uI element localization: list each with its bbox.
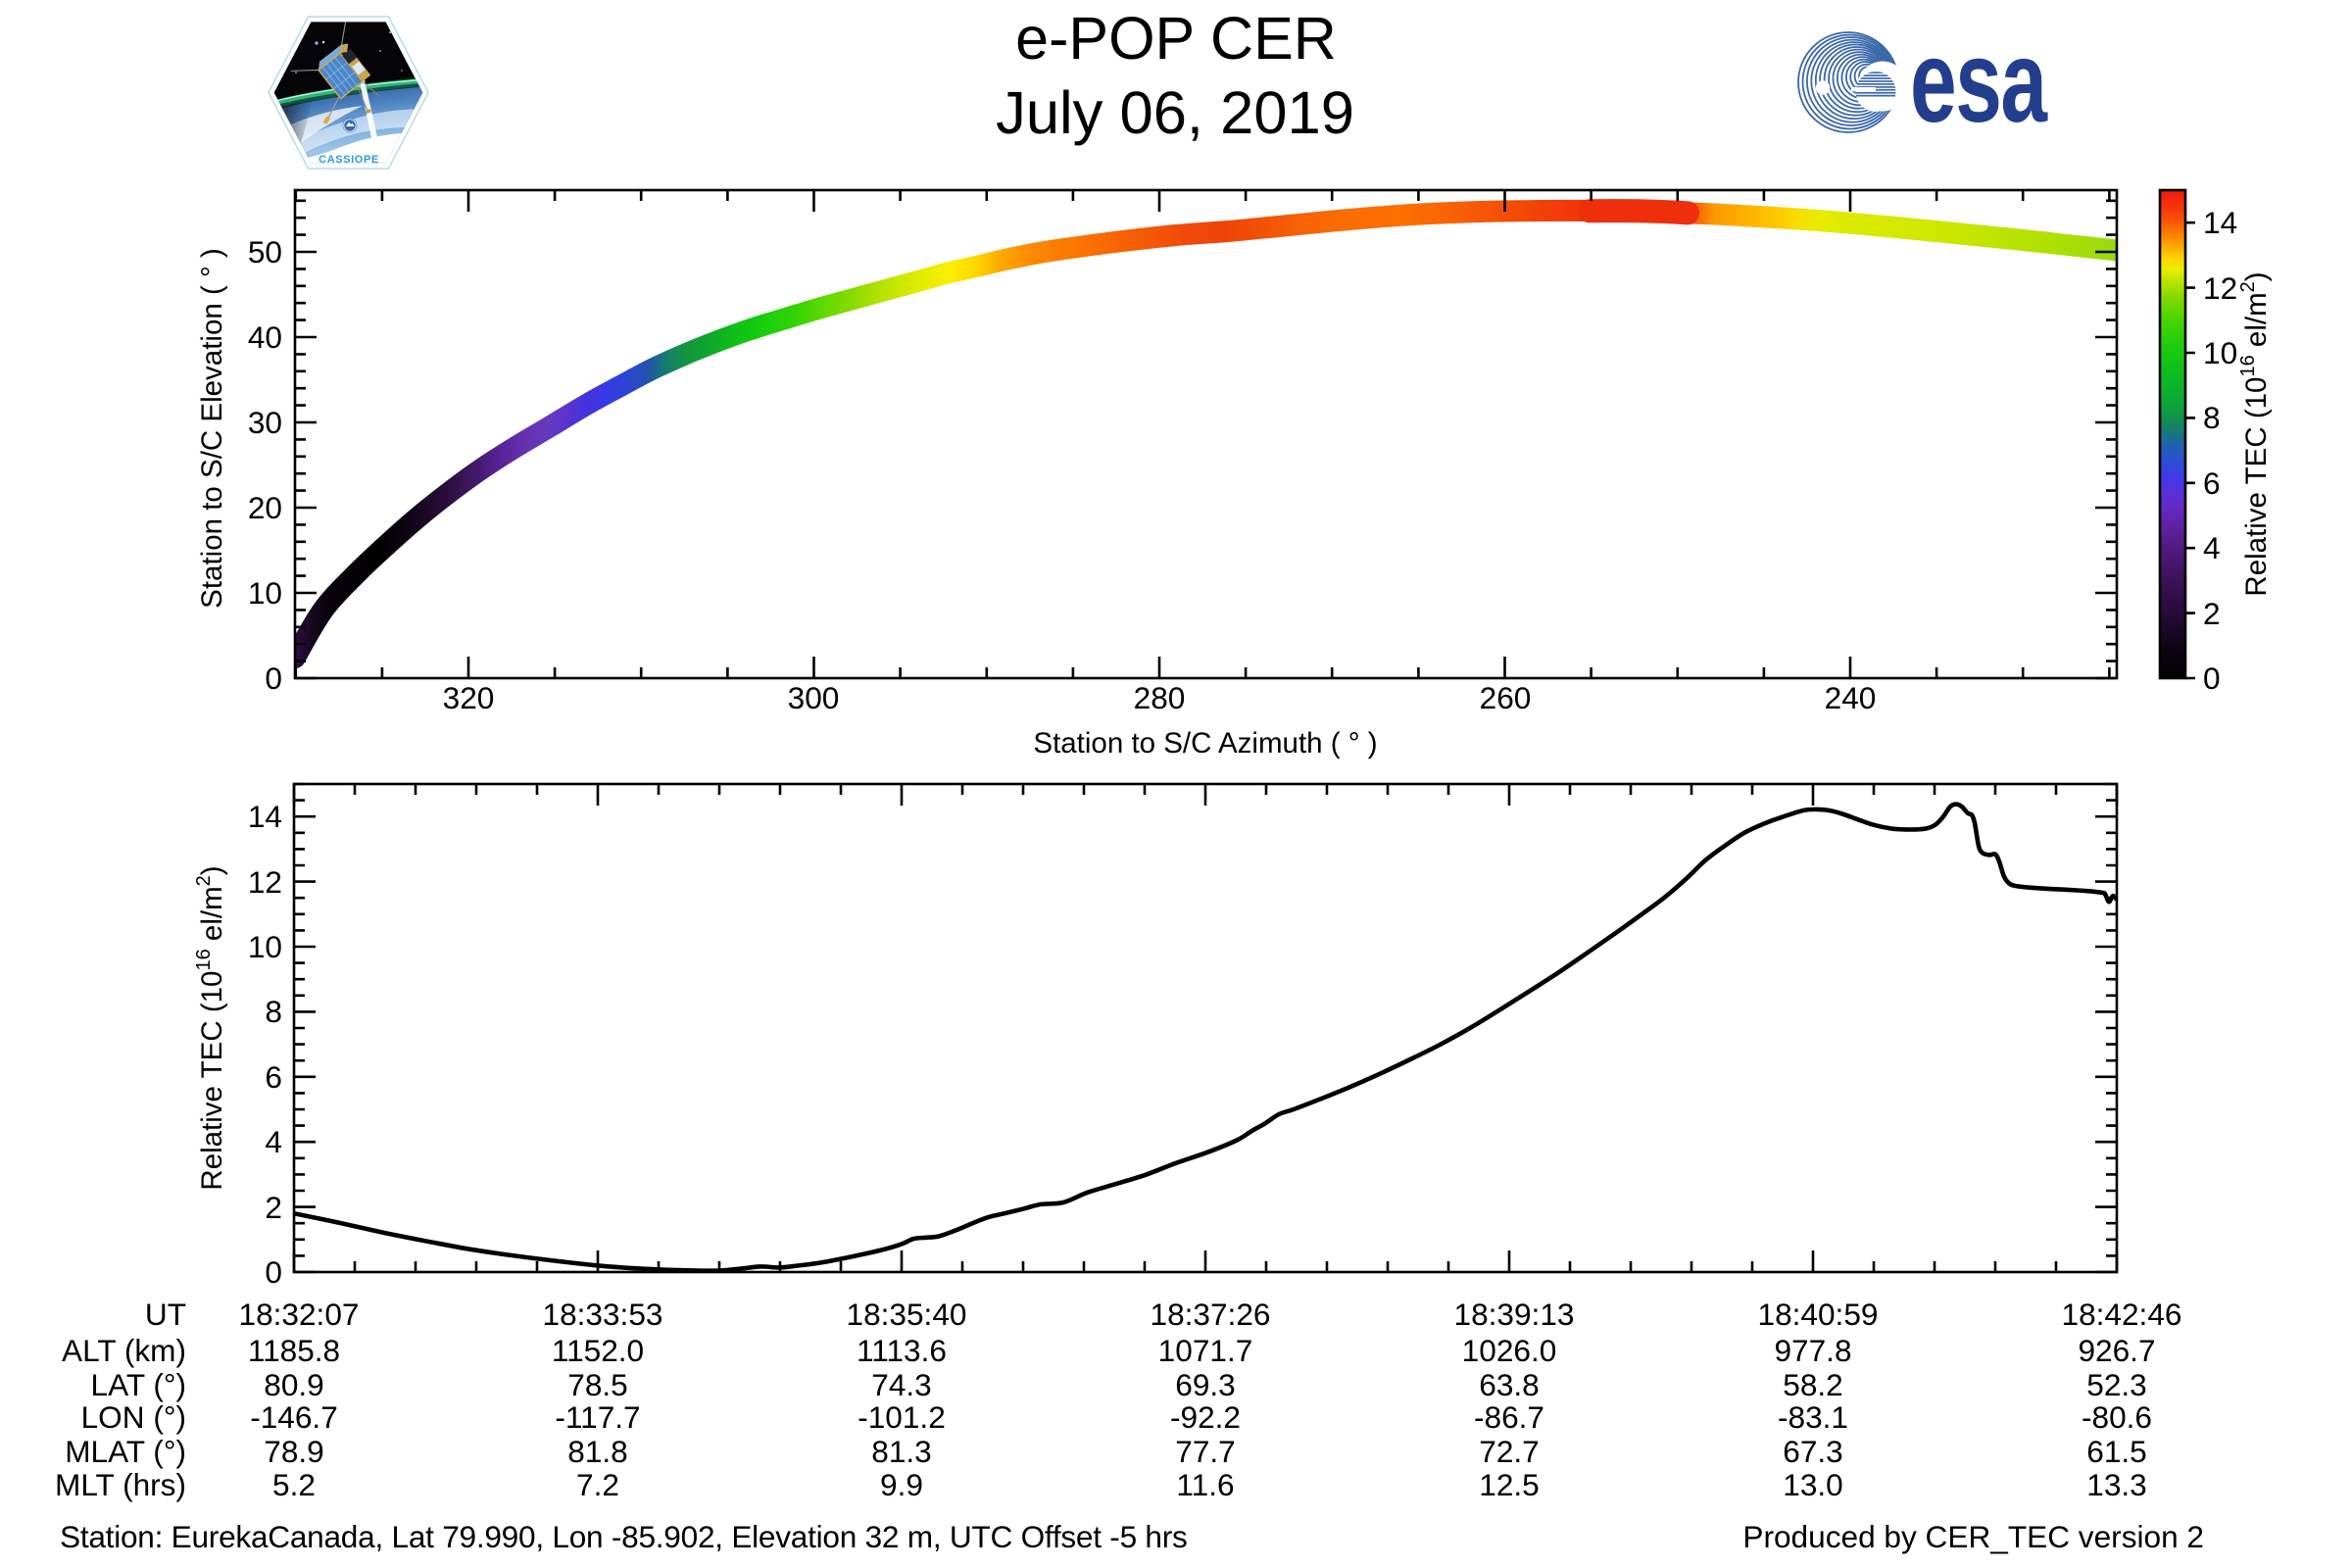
- svg-text:280: 280: [1134, 680, 1186, 715]
- svg-text:Relative TEC (1016 el/m2): Relative TEC (1016 el/m2): [193, 865, 228, 1190]
- svg-text:74.3: 74.3: [871, 1367, 932, 1402]
- svg-text:MLAT (°): MLAT (°): [65, 1434, 186, 1469]
- svg-text:MLT (hrs): MLT (hrs): [55, 1467, 186, 1502]
- svg-text:13.3: 13.3: [2086, 1467, 2147, 1502]
- svg-text:-83.1: -83.1: [1778, 1399, 1848, 1435]
- svg-text:2: 2: [265, 1190, 282, 1225]
- svg-text:13.0: 13.0: [1783, 1467, 1843, 1502]
- svg-text:1185.8: 1185.8: [248, 1333, 340, 1368]
- svg-text:UT: UT: [145, 1297, 186, 1332]
- svg-text:1113.6: 1113.6: [857, 1333, 947, 1368]
- svg-text:14: 14: [248, 799, 282, 834]
- svg-text:Station to S/C Azimuth ( ° ): Station to S/C Azimuth ( ° ): [1033, 727, 1377, 760]
- svg-text:18:40:59: 18:40:59: [1758, 1297, 1879, 1332]
- svg-text:7.2: 7.2: [576, 1467, 619, 1502]
- svg-text:67.3: 67.3: [1783, 1434, 1843, 1469]
- svg-text:10: 10: [2203, 335, 2237, 370]
- svg-text:260: 260: [1480, 680, 1532, 715]
- svg-text:18:39:13: 18:39:13: [1454, 1297, 1575, 1332]
- svg-text:-92.2: -92.2: [1170, 1399, 1241, 1435]
- svg-text:78.5: 78.5: [567, 1367, 628, 1402]
- svg-text:-101.2: -101.2: [858, 1399, 946, 1435]
- svg-text:977.8: 977.8: [1774, 1333, 1851, 1368]
- svg-text:1026.0: 1026.0: [1462, 1333, 1557, 1368]
- svg-text:18:32:07: 18:32:07: [239, 1297, 360, 1332]
- svg-text:78.9: 78.9: [264, 1434, 324, 1469]
- svg-text:80.9: 80.9: [264, 1367, 324, 1402]
- svg-text:ALT (km): ALT (km): [62, 1333, 186, 1368]
- svg-text:-117.7: -117.7: [555, 1399, 640, 1435]
- svg-text:18:33:53: 18:33:53: [543, 1297, 663, 1332]
- svg-text:20: 20: [248, 490, 282, 525]
- svg-text:CASSIOPE: CASSIOPE: [318, 154, 379, 166]
- svg-text:52.3: 52.3: [2086, 1367, 2147, 1402]
- svg-text:5.2: 5.2: [272, 1467, 316, 1502]
- svg-text:926.7: 926.7: [2078, 1333, 2155, 1368]
- svg-text:14: 14: [2203, 205, 2237, 240]
- svg-text:Relative TEC (1016 el/m2): Relative TEC (1016 el/m2): [2237, 271, 2273, 596]
- svg-text:0: 0: [265, 661, 282, 696]
- svg-text:69.3: 69.3: [1175, 1367, 1236, 1402]
- svg-text:-146.7: -146.7: [250, 1399, 338, 1435]
- svg-text:esa: esa: [1910, 16, 2048, 146]
- svg-text:12: 12: [2203, 270, 2237, 306]
- svg-text:8: 8: [265, 994, 282, 1029]
- svg-text:1071.7: 1071.7: [1158, 1333, 1253, 1368]
- svg-text:4: 4: [265, 1124, 282, 1159]
- svg-text:11.6: 11.6: [1176, 1467, 1234, 1502]
- svg-text:320: 320: [443, 680, 495, 715]
- svg-text:LAT (°): LAT (°): [91, 1367, 186, 1402]
- svg-text:1152.0: 1152.0: [552, 1333, 644, 1368]
- svg-text:81.3: 81.3: [871, 1434, 932, 1469]
- svg-text:e-POP CER: e-POP CER: [1015, 5, 1337, 72]
- svg-text:12.5: 12.5: [1479, 1467, 1540, 1502]
- svg-text:Station to S/C Elevation ( ° ): Station to S/C Elevation ( ° ): [196, 248, 228, 609]
- svg-text:10: 10: [248, 575, 282, 611]
- svg-text:0: 0: [2203, 661, 2221, 696]
- svg-text:50: 50: [248, 234, 282, 270]
- svg-text:Station: EurekaCanada, Lat 79.: Station: EurekaCanada, Lat 79.990, Lon -…: [60, 1519, 1188, 1554]
- svg-text:58.2: 58.2: [1783, 1367, 1843, 1402]
- svg-text:18:35:40: 18:35:40: [847, 1297, 967, 1332]
- svg-text:81.8: 81.8: [567, 1434, 628, 1469]
- svg-text:300: 300: [788, 680, 840, 715]
- svg-text:72.7: 72.7: [1479, 1434, 1540, 1469]
- svg-text:LON (°): LON (°): [81, 1399, 186, 1435]
- svg-text:2: 2: [2203, 596, 2221, 631]
- svg-text:63.8: 63.8: [1479, 1367, 1540, 1402]
- svg-text:-86.7: -86.7: [1474, 1399, 1544, 1435]
- svg-text:6: 6: [2203, 466, 2221, 501]
- svg-text:240: 240: [1825, 680, 1877, 715]
- svg-text:8: 8: [2203, 400, 2221, 435]
- svg-text:July 06, 2019: July 06, 2019: [996, 79, 1354, 147]
- svg-text:30: 30: [248, 405, 282, 440]
- svg-text:Produced by CER_TEC version 2: Produced by CER_TEC version 2: [1742, 1519, 2204, 1554]
- svg-text:6: 6: [265, 1059, 282, 1095]
- svg-text:4: 4: [2203, 530, 2221, 565]
- svg-text:9.9: 9.9: [880, 1467, 923, 1502]
- svg-text:10: 10: [248, 929, 282, 964]
- svg-text:-80.6: -80.6: [2082, 1399, 2152, 1435]
- svg-text:12: 12: [248, 864, 282, 900]
- svg-text:40: 40: [248, 319, 282, 355]
- svg-text:61.5: 61.5: [2086, 1434, 2147, 1469]
- svg-text:18:37:26: 18:37:26: [1151, 1297, 1271, 1332]
- svg-text:0: 0: [265, 1254, 282, 1290]
- svg-text:18:42:46: 18:42:46: [2062, 1297, 2182, 1332]
- svg-text:77.7: 77.7: [1175, 1434, 1236, 1469]
